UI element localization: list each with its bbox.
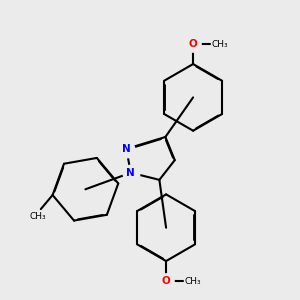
Text: N: N xyxy=(127,168,135,178)
Text: O: O xyxy=(189,39,197,49)
Text: CH₃: CH₃ xyxy=(212,40,228,49)
Text: CH₃: CH₃ xyxy=(184,277,201,286)
Text: CH₃: CH₃ xyxy=(29,212,46,221)
Text: N: N xyxy=(122,144,130,154)
Text: O: O xyxy=(162,276,170,286)
